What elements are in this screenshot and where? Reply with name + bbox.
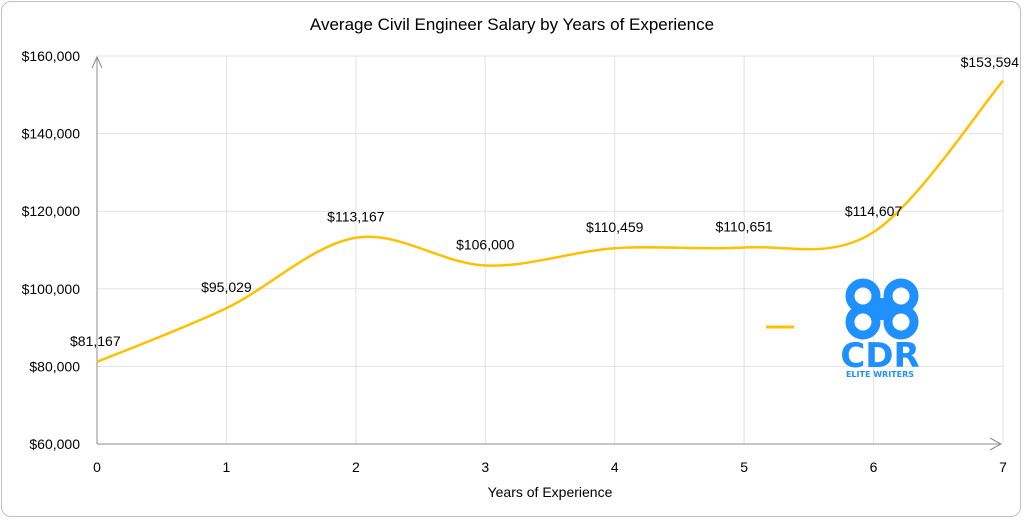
x-tick-label: 6 xyxy=(870,459,878,475)
cdr-logo-text: CDR xyxy=(840,336,919,376)
x-axis-title: Years of Experience xyxy=(488,484,613,500)
x-tick-label: 0 xyxy=(93,459,101,475)
y-axis-arrow xyxy=(91,55,103,69)
data-label: $114,607 xyxy=(845,203,903,219)
data-label: $106,000 xyxy=(456,237,515,253)
axes xyxy=(91,55,1003,451)
data-label: $153,594 xyxy=(961,54,1020,70)
cdr-logo-tagline: ELITE WRITERS xyxy=(846,370,914,379)
cdr-logo: CDR ELITE WRITERS xyxy=(840,278,920,379)
y-tick-label: $60,000 xyxy=(29,436,80,452)
x-tick-label: 7 xyxy=(999,459,1007,475)
y-tick-label: $80,000 xyxy=(29,358,80,374)
x-tick-label: 1 xyxy=(223,459,231,475)
y-tick-label: $140,000 xyxy=(22,126,81,142)
x-tick-label: 4 xyxy=(611,459,619,475)
x-tick-label: 2 xyxy=(352,459,360,475)
series-salary xyxy=(96,80,1004,364)
x-tick-label: 3 xyxy=(481,459,489,475)
cdr-logo-mark-icon xyxy=(845,278,919,340)
x-tick-label: 5 xyxy=(740,459,748,475)
data-label: $110,651 xyxy=(715,218,773,234)
x-tick-labels: 0 1 2 3 4 5 6 7 xyxy=(93,459,1007,475)
y-tick-label: $160,000 xyxy=(22,48,81,64)
data-label: $95,029 xyxy=(201,279,252,295)
chart-title: Average Civil Engineer Salary by Years o… xyxy=(310,15,714,34)
grid xyxy=(97,55,1004,444)
data-label: $113,167 xyxy=(327,209,385,225)
salary-line xyxy=(96,80,1004,364)
data-label: $81,167 xyxy=(70,333,121,349)
y-tick-label: $100,000 xyxy=(22,281,81,297)
data-labels: $81,167 $95,029 $113,167 $106,000 $110,459 $1… xyxy=(70,54,1019,349)
data-label: $110,459 xyxy=(586,219,644,235)
y-tick-label: $120,000 xyxy=(22,203,81,219)
y-tick-labels: $60,000 $80,000 $100,000 $120,000 $140,000 $1… xyxy=(22,48,81,452)
